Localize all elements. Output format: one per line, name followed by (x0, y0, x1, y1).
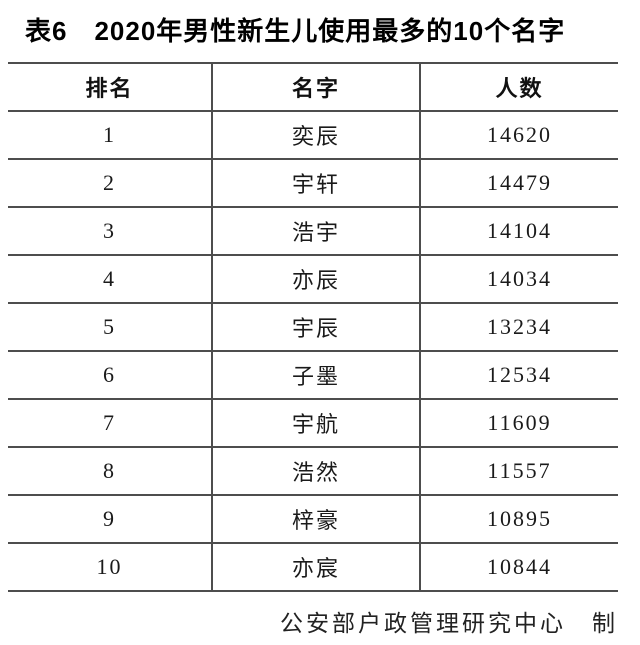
name-cell: 浩宇 (211, 207, 420, 255)
rank-cell: 3 (103, 218, 116, 243)
table-title: 表6 2020年男性新生儿使用最多的10个名字 (25, 16, 566, 46)
rank-cell: 9 (103, 506, 116, 531)
rank-cell: 7 (103, 410, 116, 435)
table-row: 4 亦辰 14034 (8, 255, 618, 303)
table-row: 2 宇轩 14479 (8, 159, 618, 207)
count-cell: 14620 (419, 111, 618, 159)
name-cell: 子墨 (211, 351, 420, 399)
table-row: 10 亦宸 10844 (8, 543, 618, 591)
count-cell: 14034 (419, 255, 618, 303)
header-row: 排名 名字 人数 (8, 63, 618, 111)
rank-cell: 6 (103, 362, 116, 387)
count-cell: 12534 (419, 351, 618, 399)
name-cell: 宇辰 (211, 303, 420, 351)
name-cell: 宇轩 (211, 159, 420, 207)
table-row: 8 浩然 11557 (8, 447, 618, 495)
header-name: 名字 (211, 63, 420, 111)
table-row: 7 宇航 11609 (8, 399, 618, 447)
table-row: 1 奕辰 14620 (8, 111, 618, 159)
name-cell: 亦辰 (211, 255, 420, 303)
name-cell: 梓豪 (211, 495, 420, 543)
rank-cell: 2 (103, 170, 116, 195)
name-cell: 奕辰 (211, 111, 420, 159)
rank-cell: 5 (103, 314, 116, 339)
name-cell: 宇航 (211, 399, 420, 447)
count-cell: 11609 (419, 399, 618, 447)
table-row: 3 浩宇 14104 (8, 207, 618, 255)
count-cell: 11557 (419, 447, 618, 495)
table-row: 6 子墨 12534 (8, 351, 618, 399)
rank-cell: 1 (103, 122, 116, 147)
count-cell: 14104 (419, 207, 618, 255)
source-credit: 公安部户政管理研究中心 制 (280, 611, 618, 636)
name-cell: 浩然 (211, 447, 420, 495)
table-row: 9 梓豪 10895 (8, 495, 618, 543)
count-cell: 13234 (419, 303, 618, 351)
header-count: 人数 (419, 63, 618, 111)
rank-cell: 4 (103, 266, 116, 291)
table-row: 5 宇辰 13234 (8, 303, 618, 351)
rank-cell: 8 (103, 458, 116, 483)
count-cell: 14479 (419, 159, 618, 207)
name-cell: 亦宸 (211, 543, 420, 591)
count-cell: 10895 (419, 495, 618, 543)
count-cell: 10844 (419, 543, 618, 591)
header-rank: 排名 (85, 76, 134, 101)
top-names-table: 排名 名字 人数 1 奕辰 14620 2 宇轩 14479 3 浩宇 1410… (8, 62, 618, 592)
rank-cell: 10 (96, 554, 123, 579)
